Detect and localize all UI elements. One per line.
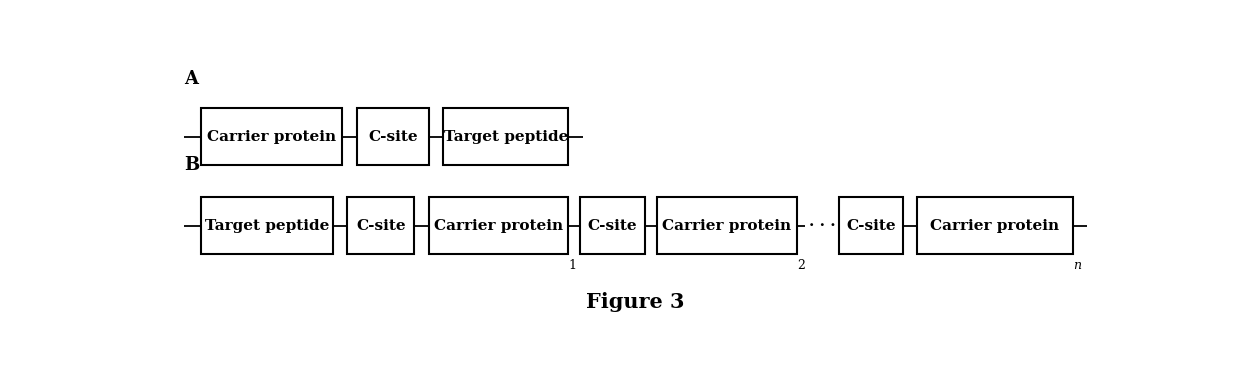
Text: C-site: C-site — [368, 130, 418, 144]
FancyBboxPatch shape — [201, 108, 342, 165]
Text: Target peptide: Target peptide — [444, 130, 568, 144]
FancyBboxPatch shape — [918, 197, 1073, 254]
FancyBboxPatch shape — [429, 197, 568, 254]
Text: C-site: C-site — [588, 219, 637, 233]
Text: Carrier protein: Carrier protein — [434, 219, 563, 233]
Text: Target peptide: Target peptide — [205, 219, 329, 233]
FancyBboxPatch shape — [580, 197, 645, 254]
FancyBboxPatch shape — [839, 197, 903, 254]
Text: B: B — [184, 156, 200, 175]
Text: Carrier protein: Carrier protein — [930, 219, 1059, 233]
Text: n: n — [1073, 259, 1081, 272]
FancyBboxPatch shape — [357, 108, 429, 165]
Text: · · ·: · · · — [808, 219, 836, 233]
Text: C-site: C-site — [356, 219, 405, 233]
Text: C-site: C-site — [846, 219, 895, 233]
FancyBboxPatch shape — [347, 197, 414, 254]
Text: Figure 3: Figure 3 — [587, 292, 684, 312]
Text: 2: 2 — [797, 259, 805, 272]
Text: A: A — [184, 70, 198, 88]
Text: 1: 1 — [568, 259, 577, 272]
FancyBboxPatch shape — [444, 108, 568, 165]
FancyBboxPatch shape — [657, 197, 797, 254]
Text: Carrier protein: Carrier protein — [662, 219, 791, 233]
FancyBboxPatch shape — [201, 197, 332, 254]
Text: Carrier protein: Carrier protein — [207, 130, 336, 144]
